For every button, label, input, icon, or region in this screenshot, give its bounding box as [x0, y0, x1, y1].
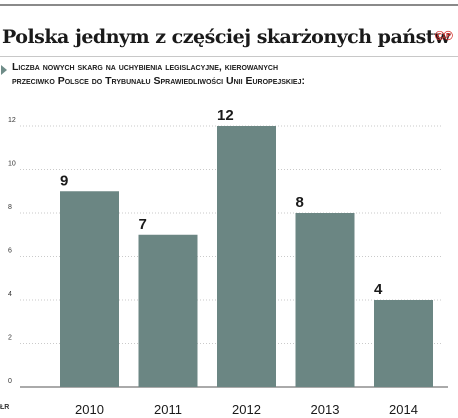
page-title: Polska jednym z częściej skarżonych pańs… [2, 26, 450, 48]
bar-2013 [295, 213, 355, 387]
chart-subtitle: Liczba nowych skarg na uchybienia legisl… [12, 60, 452, 88]
bar-2014 [374, 300, 433, 387]
y-tick-label: 12 [8, 117, 16, 124]
y-tick-label: 10 [8, 161, 16, 168]
y-tick-label: 2 [8, 335, 12, 342]
x-tick-label-2011: 2011 [154, 402, 182, 417]
y-tick-label: 4 [8, 291, 12, 298]
chart-subtitle-line-1: Liczba nowych skarg na uchybienia legisl… [12, 61, 279, 73]
triangle-bullet-icon [1, 65, 7, 75]
y-tick-label: 8 [8, 204, 12, 211]
chart-subtitle-line-2: przeciwko Polsce do Trybunału Sprawiedli… [12, 75, 305, 87]
x-tick-label-2014: 2014 [389, 402, 418, 417]
data-label-2012: 12 [217, 107, 234, 124]
bar-2010 [60, 191, 119, 387]
data-label-2014: 4 [374, 281, 383, 298]
bar-2011 [138, 234, 198, 387]
data-label-2010: 9 [60, 172, 68, 189]
x-tick-label-2013: 2013 [311, 402, 340, 417]
data-label-2013: 8 [296, 194, 304, 211]
publisher-logo-icon: ©℗ [434, 28, 453, 43]
y-tick-label: 0 [8, 378, 12, 385]
y-tick-label: 6 [8, 248, 12, 255]
x-tick-label-2010: 2010 [75, 402, 104, 417]
subtitle-rule [0, 56, 458, 57]
x-tick-label-2012: 2012 [232, 402, 261, 417]
top-rule [0, 4, 458, 6]
source-mark: ŁR [0, 404, 10, 411]
data-label-2011: 7 [139, 216, 147, 233]
bar-2012 [217, 126, 276, 387]
